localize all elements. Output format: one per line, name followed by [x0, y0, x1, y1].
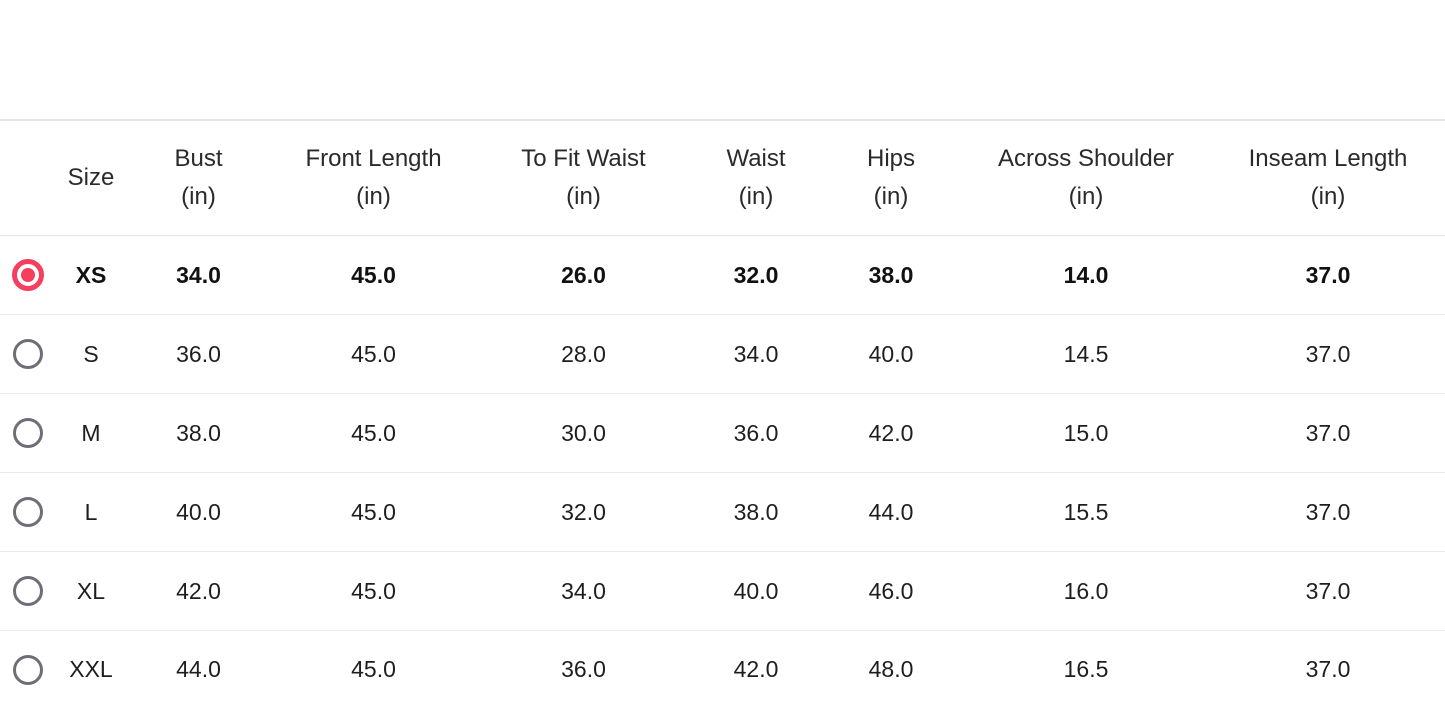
- size-row-xl[interactable]: XL 42.0 45.0 34.0 40.0 46.0 16.0 37.0: [0, 551, 1445, 631]
- cell-across-shoulder: 14.5: [961, 314, 1211, 394]
- size-radio-xxl[interactable]: [13, 654, 43, 685]
- cell-waist: 40.0: [691, 551, 821, 631]
- cell-inseam-length: 37.0: [1305, 261, 1351, 288]
- cell-to-fit-waist: 28.0: [476, 314, 691, 394]
- cell-across-shoulder: 15.0: [961, 393, 1211, 473]
- header-across-shoulder: Across Shoulder (in): [961, 120, 1211, 236]
- cell-hips: 42.0: [821, 393, 961, 473]
- cell-bust: 44.0: [126, 630, 271, 709]
- size-label: S: [56, 314, 126, 394]
- cell-bust: 40.0: [126, 472, 271, 552]
- cell-inseam-length: 37.0: [1211, 393, 1445, 473]
- header-inseam-length: Inseam Length (in): [1211, 120, 1445, 236]
- cell-front-length: 45.0: [271, 551, 476, 631]
- header-bust: Bust (in): [126, 120, 271, 236]
- radio-cell[interactable]: [0, 472, 56, 552]
- size-label: L: [56, 472, 126, 552]
- cell-inseam-length: 37.0: [1211, 630, 1445, 709]
- size-row-xxl[interactable]: XXL 44.0 45.0 36.0 42.0 48.0 16.5 37.0: [0, 630, 1445, 709]
- size-radio-m[interactable]: [13, 418, 43, 448]
- cell-to-fit-waist: 30.0: [476, 393, 691, 473]
- cell-hips: 48.0: [821, 630, 961, 709]
- cell-front-length: 45.0: [271, 393, 476, 473]
- cell-waist: 34.0: [691, 314, 821, 394]
- radio-cell[interactable]: [0, 314, 56, 394]
- size-radio-s[interactable]: [13, 339, 43, 369]
- cell-across-shoulder: 16.5: [961, 630, 1211, 709]
- cell-hips: 46.0: [821, 551, 961, 631]
- cell-front-length: 45.0: [271, 472, 476, 552]
- radio-cell[interactable]: [0, 551, 56, 631]
- cell-to-fit-waist: 34.0: [476, 551, 691, 631]
- cell-across-shoulder: 14.0: [1063, 261, 1109, 288]
- size-chart-table: Size Bust (in) Front Length (in) To Fit …: [0, 119, 1445, 709]
- radio-cell[interactable]: [0, 393, 56, 473]
- cell-inseam-length: 37.0: [1211, 551, 1445, 631]
- header-to-fit-waist: To Fit Waist (in): [476, 120, 691, 236]
- cell-front-length: 45.0: [351, 261, 396, 288]
- cell-bust: 34.0: [176, 261, 221, 288]
- size-label: XXL: [56, 630, 126, 709]
- header-hips: Hips (in): [821, 120, 961, 236]
- size-label: XS: [75, 261, 107, 288]
- size-row-s[interactable]: S 36.0 45.0 28.0 34.0 40.0 14.5 37.0: [0, 314, 1445, 394]
- size-chart-section: Size Bust (in) Front Length (in) To Fit …: [0, 119, 1445, 709]
- cell-waist: 36.0: [691, 393, 821, 473]
- cell-waist: 42.0: [691, 630, 821, 709]
- size-radio-xl[interactable]: [13, 576, 43, 606]
- cell-to-fit-waist: 36.0: [476, 630, 691, 709]
- size-radio-l[interactable]: [13, 497, 43, 527]
- cell-bust: 36.0: [126, 314, 271, 394]
- cell-inseam-length: 37.0: [1211, 314, 1445, 394]
- header-front-length: Front Length (in): [271, 120, 476, 236]
- cell-inseam-length: 37.0: [1211, 472, 1445, 552]
- cell-hips: 38.0: [868, 261, 914, 288]
- cell-across-shoulder: 15.5: [961, 472, 1211, 552]
- cell-front-length: 45.0: [271, 630, 476, 709]
- header-size: Size: [56, 120, 126, 236]
- cell-across-shoulder: 16.0: [961, 551, 1211, 631]
- radio-cell[interactable]: [0, 236, 56, 315]
- cell-bust: 42.0: [126, 551, 271, 631]
- cell-front-length: 45.0: [271, 314, 476, 394]
- header-waist: Waist (in): [691, 120, 821, 236]
- header-size-label: Size: [67, 164, 115, 191]
- header-row: Size Bust (in) Front Length (in) To Fit …: [0, 120, 1445, 236]
- cell-to-fit-waist: 32.0: [476, 472, 691, 552]
- header-radio-spacer: [0, 120, 56, 236]
- cell-bust: 38.0: [126, 393, 271, 473]
- size-radio-xs[interactable]: [12, 259, 44, 291]
- size-label: M: [56, 393, 126, 473]
- size-row-m[interactable]: M 38.0 45.0 30.0 36.0 42.0 15.0 37.0: [0, 393, 1445, 473]
- size-label: XL: [56, 551, 126, 631]
- cell-hips: 40.0: [821, 314, 961, 394]
- cell-to-fit-waist: 26.0: [561, 261, 606, 288]
- cell-waist: 38.0: [691, 472, 821, 552]
- cell-hips: 44.0: [821, 472, 961, 552]
- size-row-xs[interactable]: XS 34.0 45.0 26.0 32.0 38.0 14.0 37.0: [0, 236, 1445, 315]
- radio-cell[interactable]: [0, 630, 56, 709]
- cell-waist: 32.0: [733, 261, 779, 288]
- size-row-l[interactable]: L 40.0 45.0 32.0 38.0 44.0 15.5 37.0: [0, 472, 1445, 552]
